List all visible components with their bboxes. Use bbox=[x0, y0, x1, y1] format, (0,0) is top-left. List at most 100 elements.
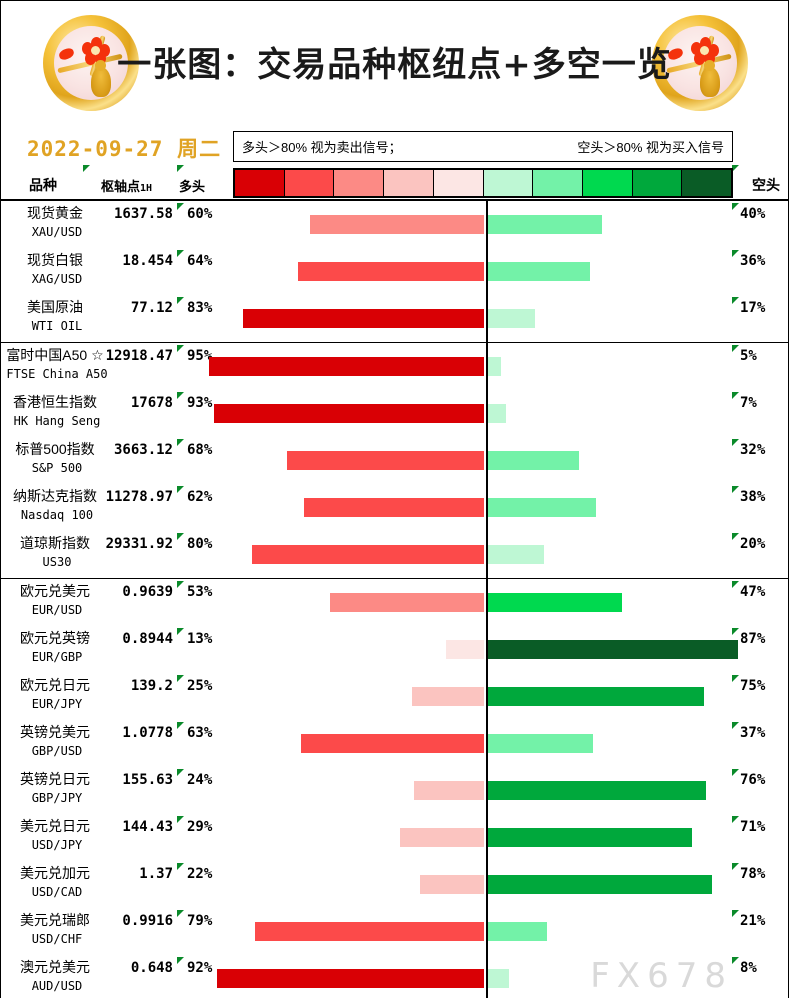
comment-marker-icon bbox=[177, 769, 184, 776]
comment-marker-icon bbox=[732, 675, 739, 682]
long-percent: 95% bbox=[187, 348, 213, 364]
instrument-symbol: GBP/JPY bbox=[31, 791, 83, 805]
col-header-long: 多头 bbox=[179, 179, 206, 194]
pivot-value: 0.8944 bbox=[122, 631, 173, 647]
instrument-name-cn: 英镑兑日元 bbox=[20, 771, 90, 787]
comment-marker-icon bbox=[732, 628, 739, 635]
table-row[interactable]: 欧元兑日元 EUR/JPY 139.2 25% 75% bbox=[1, 673, 788, 720]
table-row[interactable]: 标普500指数 S&P 500 3663.12 68% 32% bbox=[1, 437, 788, 484]
table-row[interactable]: 欧元兑美元 EUR/USD 0.9639 53% 47% bbox=[1, 579, 788, 626]
instrument-name-cn: 香港恒生指数 bbox=[13, 394, 97, 410]
short-bar bbox=[486, 545, 544, 564]
instrument-name-cn: 澳元兑美元 bbox=[20, 959, 90, 975]
instrument-symbol: S&P 500 bbox=[31, 461, 83, 475]
short-percent: 75% bbox=[740, 678, 766, 694]
signal-short-note: 空头＞80% 视为买入信号 bbox=[577, 140, 724, 155]
short-percent: 36% bbox=[740, 253, 766, 269]
short-bar bbox=[486, 593, 623, 612]
col-header-pivot-text: 枢轴点 bbox=[101, 179, 141, 194]
instrument-name-cn: 欧元兑英镑 bbox=[20, 630, 90, 646]
instrument-name-cn: 道琼斯指数 bbox=[20, 535, 90, 551]
table-row[interactable]: 香港恒生指数 HK Hang Seng 17678 93% 7% bbox=[1, 390, 788, 437]
instrument-group: 现货黄金 XAU/USD 1637.58 60% 40% 现货白银 XAG/USD 18.45… bbox=[1, 201, 788, 343]
long-percent: 80% bbox=[187, 536, 213, 552]
comment-marker-icon bbox=[732, 165, 739, 172]
instrument-name-cn: 美元兑加元 bbox=[20, 865, 90, 881]
comment-marker-icon bbox=[177, 863, 184, 870]
long-percent: 93% bbox=[187, 395, 213, 411]
short-percent: 37% bbox=[740, 725, 766, 741]
comment-marker-icon bbox=[732, 581, 739, 588]
info-bar: 2022-09-27 周二 多头＞80% 视为卖出信号； 空头＞80% 视为买入… bbox=[0, 128, 789, 165]
table-row[interactable]: 现货白银 XAG/USD 18.454 64% 36% bbox=[1, 248, 788, 295]
short-percent: 87% bbox=[740, 631, 766, 647]
pivot-value: 0.9639 bbox=[122, 584, 173, 600]
short-percent: 21% bbox=[740, 913, 766, 929]
legend-swatch-5 bbox=[483, 170, 534, 196]
short-percent: 47% bbox=[740, 584, 766, 600]
long-bar bbox=[208, 357, 484, 376]
pivot-value: 139.2 bbox=[130, 678, 173, 694]
instrument-symbol: USD/CAD bbox=[31, 885, 83, 899]
instrument-symbol: GBP/USD bbox=[31, 744, 83, 758]
pivot-value: 17678 bbox=[130, 395, 173, 411]
table-row[interactable]: 英镑兑日元 GBP/JPY 155.63 24% 76% bbox=[1, 767, 788, 814]
instrument-symbol: FTSE China A50 bbox=[6, 367, 108, 381]
table-row[interactable]: 澳元兑美元 AUD/USD 0.648 92% 8% bbox=[1, 955, 788, 998]
long-percent: 62% bbox=[187, 489, 213, 505]
long-percent: 60% bbox=[187, 206, 213, 222]
table-row[interactable]: 富时中国A50 ☆ FTSE China A50 12918.47 95% 5% bbox=[1, 343, 788, 390]
comment-marker-icon bbox=[732, 769, 739, 776]
comment-marker-icon bbox=[177, 533, 184, 540]
instrument-symbol: US30 bbox=[42, 555, 72, 569]
comment-marker-icon bbox=[177, 250, 184, 257]
comment-marker-icon bbox=[177, 722, 184, 729]
pivot-value: 155.63 bbox=[122, 772, 173, 788]
short-bar bbox=[486, 357, 501, 376]
table-row[interactable]: 现货黄金 XAU/USD 1637.58 60% 40% bbox=[1, 201, 788, 248]
comment-marker-icon bbox=[732, 250, 739, 257]
comment-marker-icon bbox=[177, 628, 184, 635]
comment-marker-icon bbox=[177, 165, 184, 172]
comment-marker-icon bbox=[177, 581, 184, 588]
short-percent: 71% bbox=[740, 819, 766, 835]
long-bar bbox=[411, 687, 484, 706]
short-bar bbox=[486, 404, 507, 423]
long-percent: 63% bbox=[187, 725, 213, 741]
comment-marker-icon bbox=[177, 297, 184, 304]
legend-swatch-3 bbox=[384, 170, 434, 196]
col-header-pivot-sub: 1H bbox=[140, 183, 153, 194]
long-percent: 64% bbox=[187, 253, 213, 269]
short-percent: 78% bbox=[740, 866, 766, 882]
pivot-value: 0.648 bbox=[130, 960, 173, 976]
short-percent: 20% bbox=[740, 536, 766, 552]
table-row[interactable]: 英镑兑美元 GBP/USD 1.0778 63% 37% bbox=[1, 720, 788, 767]
pivot-value: 1637.58 bbox=[113, 206, 173, 222]
instrument-name-cn: 欧元兑日元 bbox=[20, 677, 90, 693]
short-bar bbox=[486, 734, 594, 753]
comment-marker-icon bbox=[732, 203, 739, 210]
table-row[interactable]: 道琼斯指数 US30 29331.92 80% 20% bbox=[1, 531, 788, 578]
pivot-value: 12918.47 bbox=[105, 348, 173, 364]
col-header-short: 空头 bbox=[752, 177, 780, 193]
comment-marker-icon bbox=[732, 392, 739, 399]
instrument-name-cn: 美国原油 bbox=[27, 299, 83, 315]
legend-swatch-1 bbox=[284, 170, 335, 196]
comment-marker-icon bbox=[177, 675, 184, 682]
long-bar bbox=[243, 309, 484, 328]
long-percent: 68% bbox=[187, 442, 213, 458]
legend-swatch-7 bbox=[582, 170, 633, 196]
short-bar bbox=[486, 262, 591, 281]
long-percent: 92% bbox=[187, 960, 213, 976]
short-bar bbox=[486, 828, 692, 847]
long-bar bbox=[254, 922, 484, 941]
table-row[interactable]: 纳斯达克指数 Nasdaq 100 11278.97 62% 38% bbox=[1, 484, 788, 531]
table-row[interactable]: 欧元兑英镑 EUR/GBP 0.8944 13% 87% bbox=[1, 626, 788, 673]
table-row[interactable]: 美元兑日元 USD/JPY 144.43 29% 71% bbox=[1, 814, 788, 861]
table-row[interactable]: 美国原油 WTI OIL 77.12 83% 17% bbox=[1, 295, 788, 342]
long-percent: 83% bbox=[187, 300, 213, 316]
table-row[interactable]: 美元兑瑞郎 USD/CHF 0.9916 79% 21% bbox=[1, 908, 788, 955]
comment-marker-icon bbox=[732, 439, 739, 446]
table-row[interactable]: 美元兑加元 USD/CAD 1.37 22% 78% bbox=[1, 861, 788, 908]
